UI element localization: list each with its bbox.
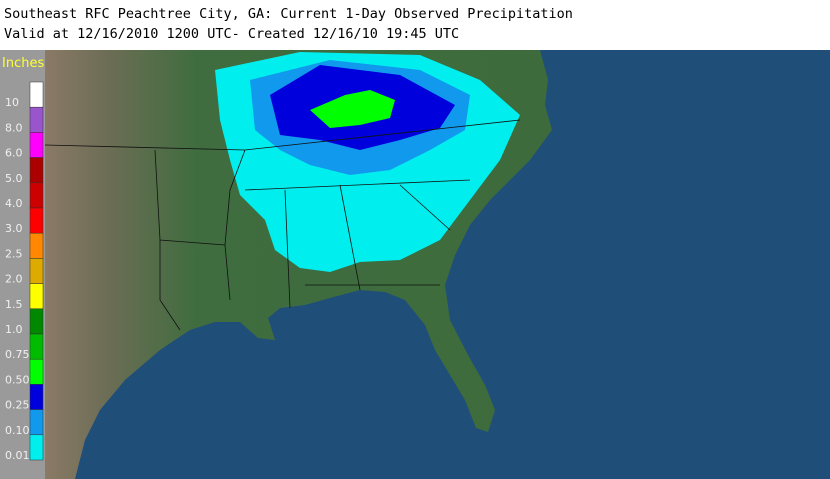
legend-unit: Inches	[2, 56, 44, 71]
title: Southeast RFC Peachtree City, GA: Curren…	[4, 6, 573, 22]
legend: 10 8.0 6.0 5.0 4.0 3.0 2.5 2.0 1.5 1.0 0.75 0.50 0.2…	[5, 81, 44, 462]
legend-swatch	[29, 232, 44, 259]
legend-label: 0.75	[5, 348, 30, 361]
precip-green	[310, 90, 395, 128]
legend-swatch	[29, 258, 44, 284]
legend-swatch	[29, 132, 44, 158]
legend-label: 0.10	[5, 424, 30, 437]
legend-swatch	[29, 308, 44, 335]
map	[44, 50, 830, 479]
legend-swatch	[29, 409, 44, 436]
legend-label: 8.0	[5, 121, 23, 134]
legend-swatch	[29, 81, 44, 108]
state-lines	[44, 119, 521, 331]
legend-swatch	[29, 182, 44, 209]
subtitle: Valid at 12/16/2010 1200 UTC- Created 12…	[4, 26, 459, 42]
header-bg	[0, 0, 830, 50]
legend-label: 3.0	[5, 222, 23, 235]
legend-swatch	[29, 157, 44, 184]
legend-label: 4.0	[5, 197, 23, 210]
legend-swatch	[29, 384, 44, 410]
legend-label: 0.01	[5, 449, 30, 462]
legend-swatch	[29, 358, 44, 385]
legend-label: 0.25	[5, 399, 30, 412]
legend-label: 6.0	[5, 147, 23, 160]
legend-label: 1.0	[5, 323, 23, 336]
legend-label: 5.0	[5, 172, 23, 185]
legend-label: 0.50	[5, 373, 30, 386]
legend-label: 1.5	[5, 298, 23, 311]
legend-swatch	[29, 207, 44, 234]
legend-label: 10	[5, 96, 19, 109]
legend-label: 2.5	[5, 247, 23, 260]
legend-label: 2.0	[5, 273, 23, 286]
legend-swatch	[29, 434, 44, 461]
legend-swatch	[29, 283, 44, 310]
legend-swatch	[29, 106, 44, 133]
legend-swatch	[29, 333, 44, 360]
